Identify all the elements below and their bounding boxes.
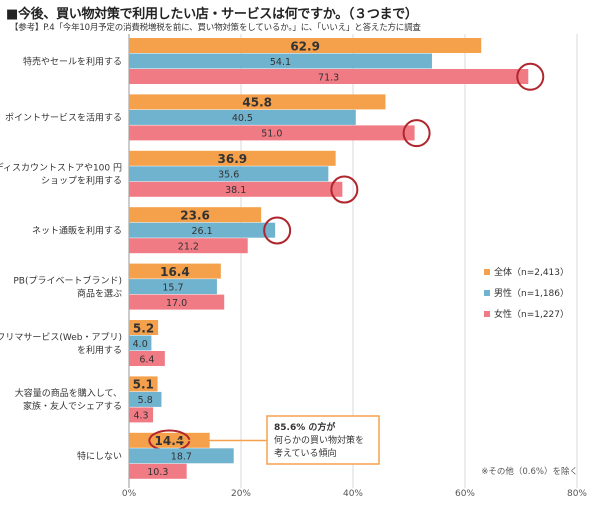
bar-male — [129, 448, 234, 464]
x-tick-label: 0% — [122, 489, 137, 499]
legend-label-female: 女性（n=1,227） — [494, 308, 569, 320]
highlight-circle — [263, 216, 292, 245]
data-label-male: 40.5 — [232, 113, 253, 124]
bar-male — [129, 279, 217, 295]
category-label: を利用する — [77, 344, 122, 356]
category-label: 家族・友人でシェアする — [23, 400, 122, 412]
bar-male — [129, 53, 432, 69]
data-label-male: 4.0 — [133, 339, 148, 350]
data-label-male: 5.8 — [138, 395, 153, 406]
bar-all — [129, 207, 262, 223]
data-label-female: 21.2 — [178, 241, 199, 252]
page-subtitle: 【参考】P.4「今年10月予定の消費税増税を前に、買い物対策をしているか。」に、… — [10, 23, 421, 33]
highlight-circle — [330, 175, 359, 204]
bar-female — [129, 69, 529, 84]
bar-male — [129, 109, 356, 125]
data-label-female: 71.3 — [318, 72, 339, 83]
bar-female — [129, 407, 154, 423]
bar-male — [129, 222, 276, 238]
callout-text: 85.6% の方が — [274, 421, 336, 433]
bar-all — [129, 320, 159, 335]
category-label: ディスカウントストアや100 円 — [0, 162, 122, 174]
data-label-female: 51.0 — [261, 129, 282, 140]
callout-text: 考えている傾向 — [274, 447, 337, 459]
x-tick-label: 80% — [567, 489, 587, 499]
bar-female — [129, 125, 415, 141]
x-tick-label: 20% — [231, 489, 251, 499]
highlight-circle — [516, 62, 545, 91]
bar-female — [129, 351, 165, 366]
data-label-female: 6.4 — [139, 354, 154, 365]
bar-female — [129, 294, 225, 310]
footnote: ※その他（0.6%）を除く — [481, 466, 578, 477]
data-label-all: 36.9 — [218, 152, 248, 166]
bar-female — [129, 238, 248, 254]
legend-label-male: 男性（n=1,186） — [494, 287, 569, 299]
bar-male — [129, 335, 152, 351]
data-label-female: 17.0 — [166, 298, 187, 309]
legend-swatch-all — [484, 269, 490, 275]
category-label: 大容量の商品を購入して、 — [15, 387, 122, 399]
category-label: ネット通販を利用する — [32, 224, 122, 236]
category-label: 特にしない — [77, 450, 122, 462]
data-label-all: 5.2 — [133, 321, 154, 335]
page-title: ■今後、買い物対策で利用したい店・サービスは何ですか。（３つまで） — [6, 7, 418, 22]
data-label-female: 38.1 — [225, 185, 246, 196]
bar-all — [129, 432, 210, 448]
data-label-male: 15.7 — [162, 282, 183, 293]
data-label-female: 10.3 — [147, 467, 168, 478]
callout-text: 何らかの買い物対策を — [274, 434, 364, 446]
data-label-male: 18.7 — [171, 452, 192, 463]
category-label: フリマサービス(Web・アプリ) — [0, 332, 122, 343]
legend-swatch-female — [484, 311, 490, 317]
data-label-all: 45.8 — [242, 96, 272, 110]
category-label: ポイントサービスを活用する — [5, 112, 122, 124]
bar-all — [129, 38, 482, 53]
data-label-all: 62.9 — [290, 39, 320, 53]
x-tick-label: 60% — [455, 489, 475, 499]
category-label: PB(プライベートブランド) — [13, 274, 122, 286]
bar-all — [129, 263, 221, 279]
bar-female — [129, 463, 187, 479]
data-label-all: 23.6 — [180, 208, 210, 222]
bar-male — [129, 166, 329, 182]
bar-all — [129, 376, 158, 392]
data-label-male: 54.1 — [270, 57, 291, 68]
x-tick-label: 40% — [343, 489, 363, 499]
highlight-circle — [402, 119, 431, 148]
callout-box — [266, 415, 380, 465]
bar-all — [129, 150, 336, 166]
bar-all — [129, 94, 386, 110]
category-label: 特売やセールを利用する — [23, 55, 122, 67]
legend-label-all: 全体（n=2,413） — [494, 266, 569, 278]
data-label-male: 26.1 — [192, 226, 213, 237]
legend-swatch-male — [484, 290, 490, 296]
data-label-all: 5.1 — [133, 378, 154, 392]
bar-male — [129, 391, 162, 407]
data-label-female: 4.3 — [133, 411, 148, 422]
category-label: 商品を選ぶ — [77, 287, 122, 299]
data-label-male: 35.6 — [218, 170, 239, 181]
data-label-all: 14.4 — [155, 434, 185, 448]
bar-female — [129, 181, 343, 197]
data-label-all: 16.4 — [160, 265, 190, 279]
category-label: ショップを利用する — [41, 175, 122, 187]
